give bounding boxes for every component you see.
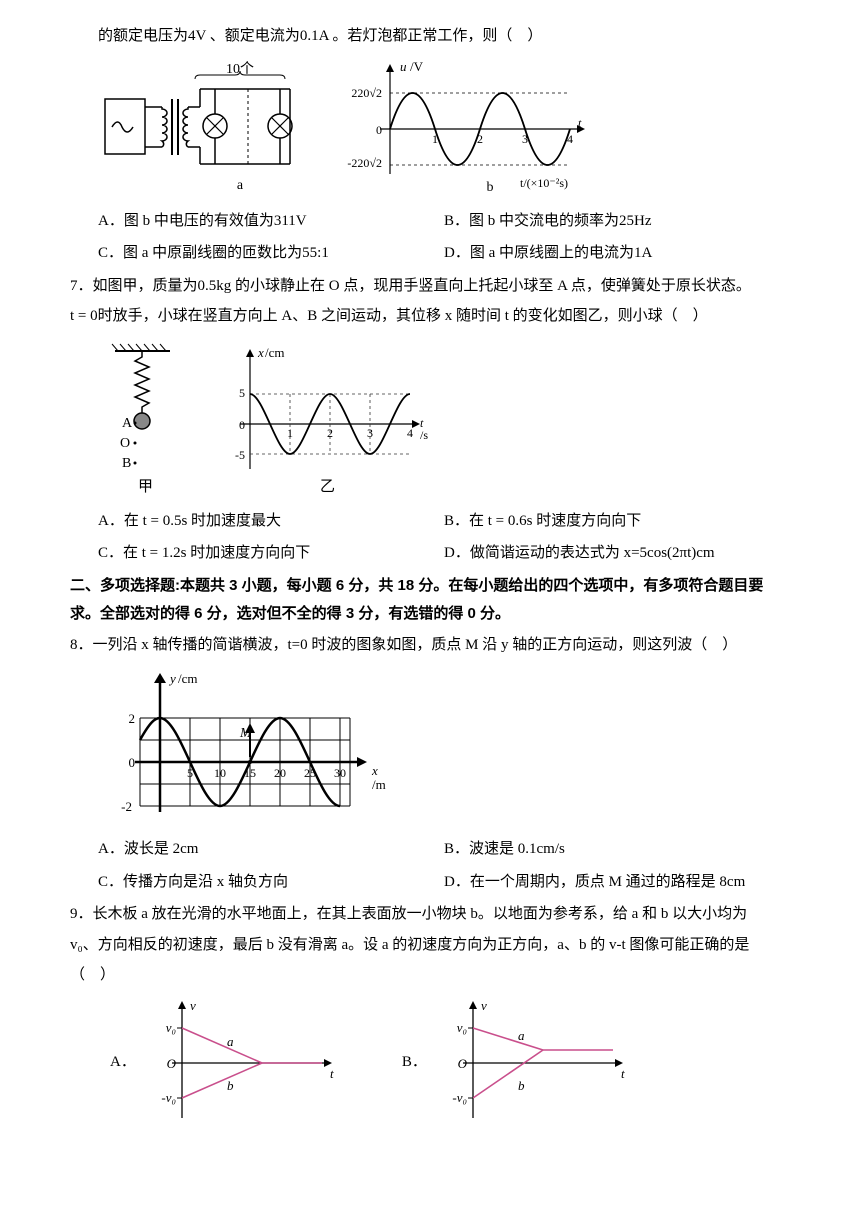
svg-text:3: 3 — [367, 426, 373, 440]
svg-text:x: x — [257, 345, 264, 360]
svg-text:O: O — [166, 1056, 176, 1071]
svg-text:220√2: 220√2 — [351, 86, 382, 100]
q8-options-row1: A．波长是 2cm B．波速是 0.1cm/s — [98, 835, 790, 864]
q6-opt-c: C．图 a 中原副线圈的匝数比为55:1 — [98, 239, 444, 268]
q6-fig-b: u /V 220√2 0 -220√2 1 2 3 4 t t/(×10⁻²s)… — [330, 59, 600, 199]
q6-opt-b: B．图 b 中交流电的频率为25Hz — [444, 207, 790, 236]
q6-opt-a: A．图 b 中电压的有效值为311V — [98, 207, 444, 236]
svg-text:10: 10 — [214, 766, 226, 780]
q8-line1: 8．一列沿 x 轴传播的简谐横波，t=0 时波的图象如图，质点 M 沿 y 轴的… — [70, 631, 790, 660]
svg-text:A: A — [122, 416, 133, 431]
q9-label-b: B． — [402, 1048, 427, 1077]
q9-line1: 9．长木板 a 放在光滑的水平地面上，在其上表面放一小物块 b。以地面为参考系，… — [70, 900, 790, 929]
svg-text:0: 0 — [239, 418, 245, 432]
svg-text:t: t — [621, 1066, 625, 1081]
svg-text:/s: /s — [420, 428, 428, 442]
svg-text:b: b — [487, 180, 494, 195]
q7-fig-jia: A O B 甲 — [100, 339, 190, 499]
svg-text:2: 2 — [327, 426, 333, 440]
svg-text:/cm: /cm — [178, 671, 198, 686]
svg-text:a: a — [518, 1028, 525, 1043]
section2-title: 二、多项选择题:本题共 3 小题，每小题 6 分，共 18 分。在每小题给出的四… — [70, 572, 790, 629]
svg-text:20: 20 — [274, 766, 286, 780]
svg-text:a: a — [227, 1034, 234, 1049]
svg-text:2: 2 — [129, 711, 136, 726]
svg-text:1: 1 — [287, 426, 293, 440]
q9-line3: （ ） — [70, 961, 790, 990]
q9-fig-a-svg: v t v₀ O -v₀ a b — [142, 998, 342, 1128]
svg-text:y: y — [168, 671, 176, 686]
q7-line1: 7．如图甲，质量为0.5kg 的小球静止在 O 点，现用手竖直向上托起小球至 A… — [70, 272, 790, 301]
svg-text:/m: /m — [372, 777, 386, 792]
q9-label-a: A． — [110, 1048, 136, 1077]
q8-figure: y /cm x /m 2 0 -2 5 10 15 20 25 30 — [100, 667, 790, 827]
q7-line2: t = 0时放手，小球在竖直方向上 A、B 之间运动，其位移 x 随时间 t 的… — [70, 302, 790, 331]
q8-opt-c: C．传播方向是沿 x 轴负方向 — [98, 868, 444, 897]
svg-text:O: O — [457, 1056, 467, 1071]
svg-text:-5: -5 — [235, 448, 245, 462]
svg-text:-v₀: -v₀ — [452, 1090, 467, 1105]
svg-text:B: B — [122, 456, 131, 471]
q7-opt-a: A．在 t = 0.5s 时加速度最大 — [98, 507, 444, 536]
svg-text:2: 2 — [477, 132, 483, 146]
svg-text:v₀: v₀ — [457, 1020, 467, 1035]
svg-text:4: 4 — [407, 426, 413, 440]
svg-text:b: b — [227, 1078, 234, 1093]
svg-text:-2: -2 — [121, 799, 132, 814]
q8-opt-b: B．波速是 0.1cm/s — [444, 835, 790, 864]
svg-text:x: x — [371, 763, 378, 778]
q9-figures: A． v t v₀ O -v₀ a b B． — [110, 998, 790, 1128]
q7-figures: A O B 甲 x /cm 5 0 -5 1 2 3 4 t /s 乙 — [100, 339, 790, 499]
q7-options-row2: C．在 t = 1.2s 时加速度方向向下 D．做简谐运动的表达式为 x=5co… — [98, 539, 790, 568]
q6-preline: 的额定电压为4V 、额定电流为0.1A 。若灯泡都正常工作，则（ ） — [98, 22, 790, 51]
q7-fig-yi: x /cm 5 0 -5 1 2 3 4 t /s 乙 — [210, 339, 430, 499]
q6-fig-a: 10个 — [100, 59, 310, 199]
svg-text:b: b — [518, 1078, 525, 1093]
svg-text:v: v — [190, 998, 196, 1013]
q8-opt-d: D．在一个周期内，质点 M 通过的路程是 8cm — [444, 868, 790, 897]
svg-text:4: 4 — [567, 132, 573, 146]
svg-text:乙: 乙 — [320, 479, 335, 495]
svg-text:u: u — [400, 59, 407, 74]
q9-fig-b-svg: v t v₀ O -v₀ a b — [433, 998, 633, 1128]
svg-text:O: O — [120, 436, 130, 451]
q7-options-row1: A．在 t = 0.5s 时加速度最大 B．在 t = 0.6s 时速度方向向下 — [98, 507, 790, 536]
q6-options-row1: A．图 b 中电压的有效值为311V B．图 b 中交流电的频率为25Hz — [98, 207, 790, 236]
q6-options-row2: C．图 a 中原副线圈的匝数比为55:1 D．图 a 中原线圈上的电流为1A — [98, 239, 790, 268]
svg-text:v: v — [481, 998, 487, 1013]
svg-text:a: a — [237, 178, 244, 193]
svg-text:-220√2: -220√2 — [347, 156, 382, 170]
q9-line2: v₀、方向相反的初速度，最后 b 没有滑离 a。设 a 的初速度方向为正方向，a… — [70, 931, 790, 960]
svg-text:t: t — [330, 1066, 334, 1081]
svg-text:0: 0 — [376, 123, 382, 137]
svg-text:0: 0 — [129, 755, 136, 770]
q7-opt-c: C．在 t = 1.2s 时加速度方向向下 — [98, 539, 444, 568]
svg-text:t/(×10⁻²s): t/(×10⁻²s) — [520, 176, 568, 190]
q6-opt-d: D．图 a 中原线圈上的电流为1A — [444, 239, 790, 268]
svg-text:/V: /V — [410, 59, 424, 74]
q8-options-row2: C．传播方向是沿 x 轴负方向 D．在一个周期内，质点 M 通过的路程是 8cm — [98, 868, 790, 897]
svg-text:5: 5 — [239, 386, 245, 400]
svg-text:1: 1 — [432, 132, 438, 146]
q6-figures: 10个 — [100, 59, 790, 199]
svg-text:3: 3 — [522, 132, 528, 146]
svg-text:-v₀: -v₀ — [161, 1090, 176, 1105]
q7-opt-b: B．在 t = 0.6s 时速度方向向下 — [444, 507, 790, 536]
svg-text:/cm: /cm — [265, 345, 285, 360]
svg-text:v₀: v₀ — [166, 1020, 176, 1035]
q7-opt-d: D．做简谐运动的表达式为 x=5cos(2πt)cm — [444, 539, 790, 568]
svg-text:甲: 甲 — [138, 479, 153, 495]
svg-text:30: 30 — [334, 766, 346, 780]
q8-opt-a: A．波长是 2cm — [98, 835, 444, 864]
